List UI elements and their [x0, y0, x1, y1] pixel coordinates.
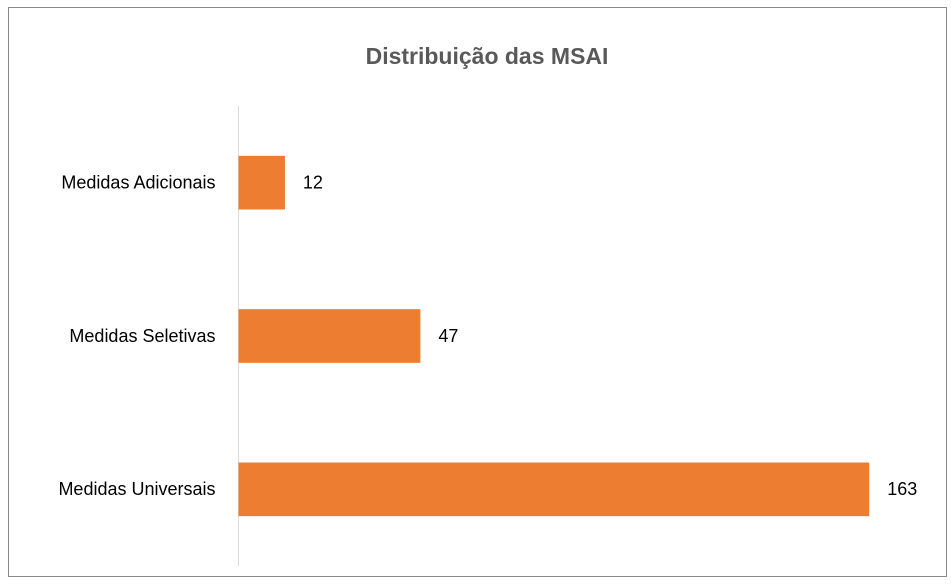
y-tick-label: Medidas Universais [58, 479, 215, 499]
bar [238, 155, 285, 210]
y-tick-label: Medidas Adicionais [61, 172, 215, 192]
data-label: 47 [438, 326, 458, 346]
data-label: 163 [887, 479, 917, 499]
bar [238, 462, 870, 517]
data-label: 12 [303, 172, 323, 192]
y-tick-label: Medidas Seletivas [69, 326, 215, 346]
bar [238, 309, 421, 363]
chart-title: Distribuição das MSAI [366, 43, 609, 69]
